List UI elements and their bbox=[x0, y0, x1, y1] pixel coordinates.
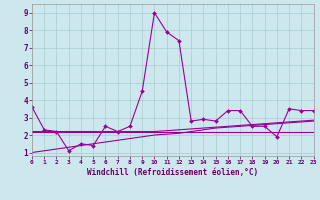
X-axis label: Windchill (Refroidissement éolien,°C): Windchill (Refroidissement éolien,°C) bbox=[87, 168, 258, 177]
